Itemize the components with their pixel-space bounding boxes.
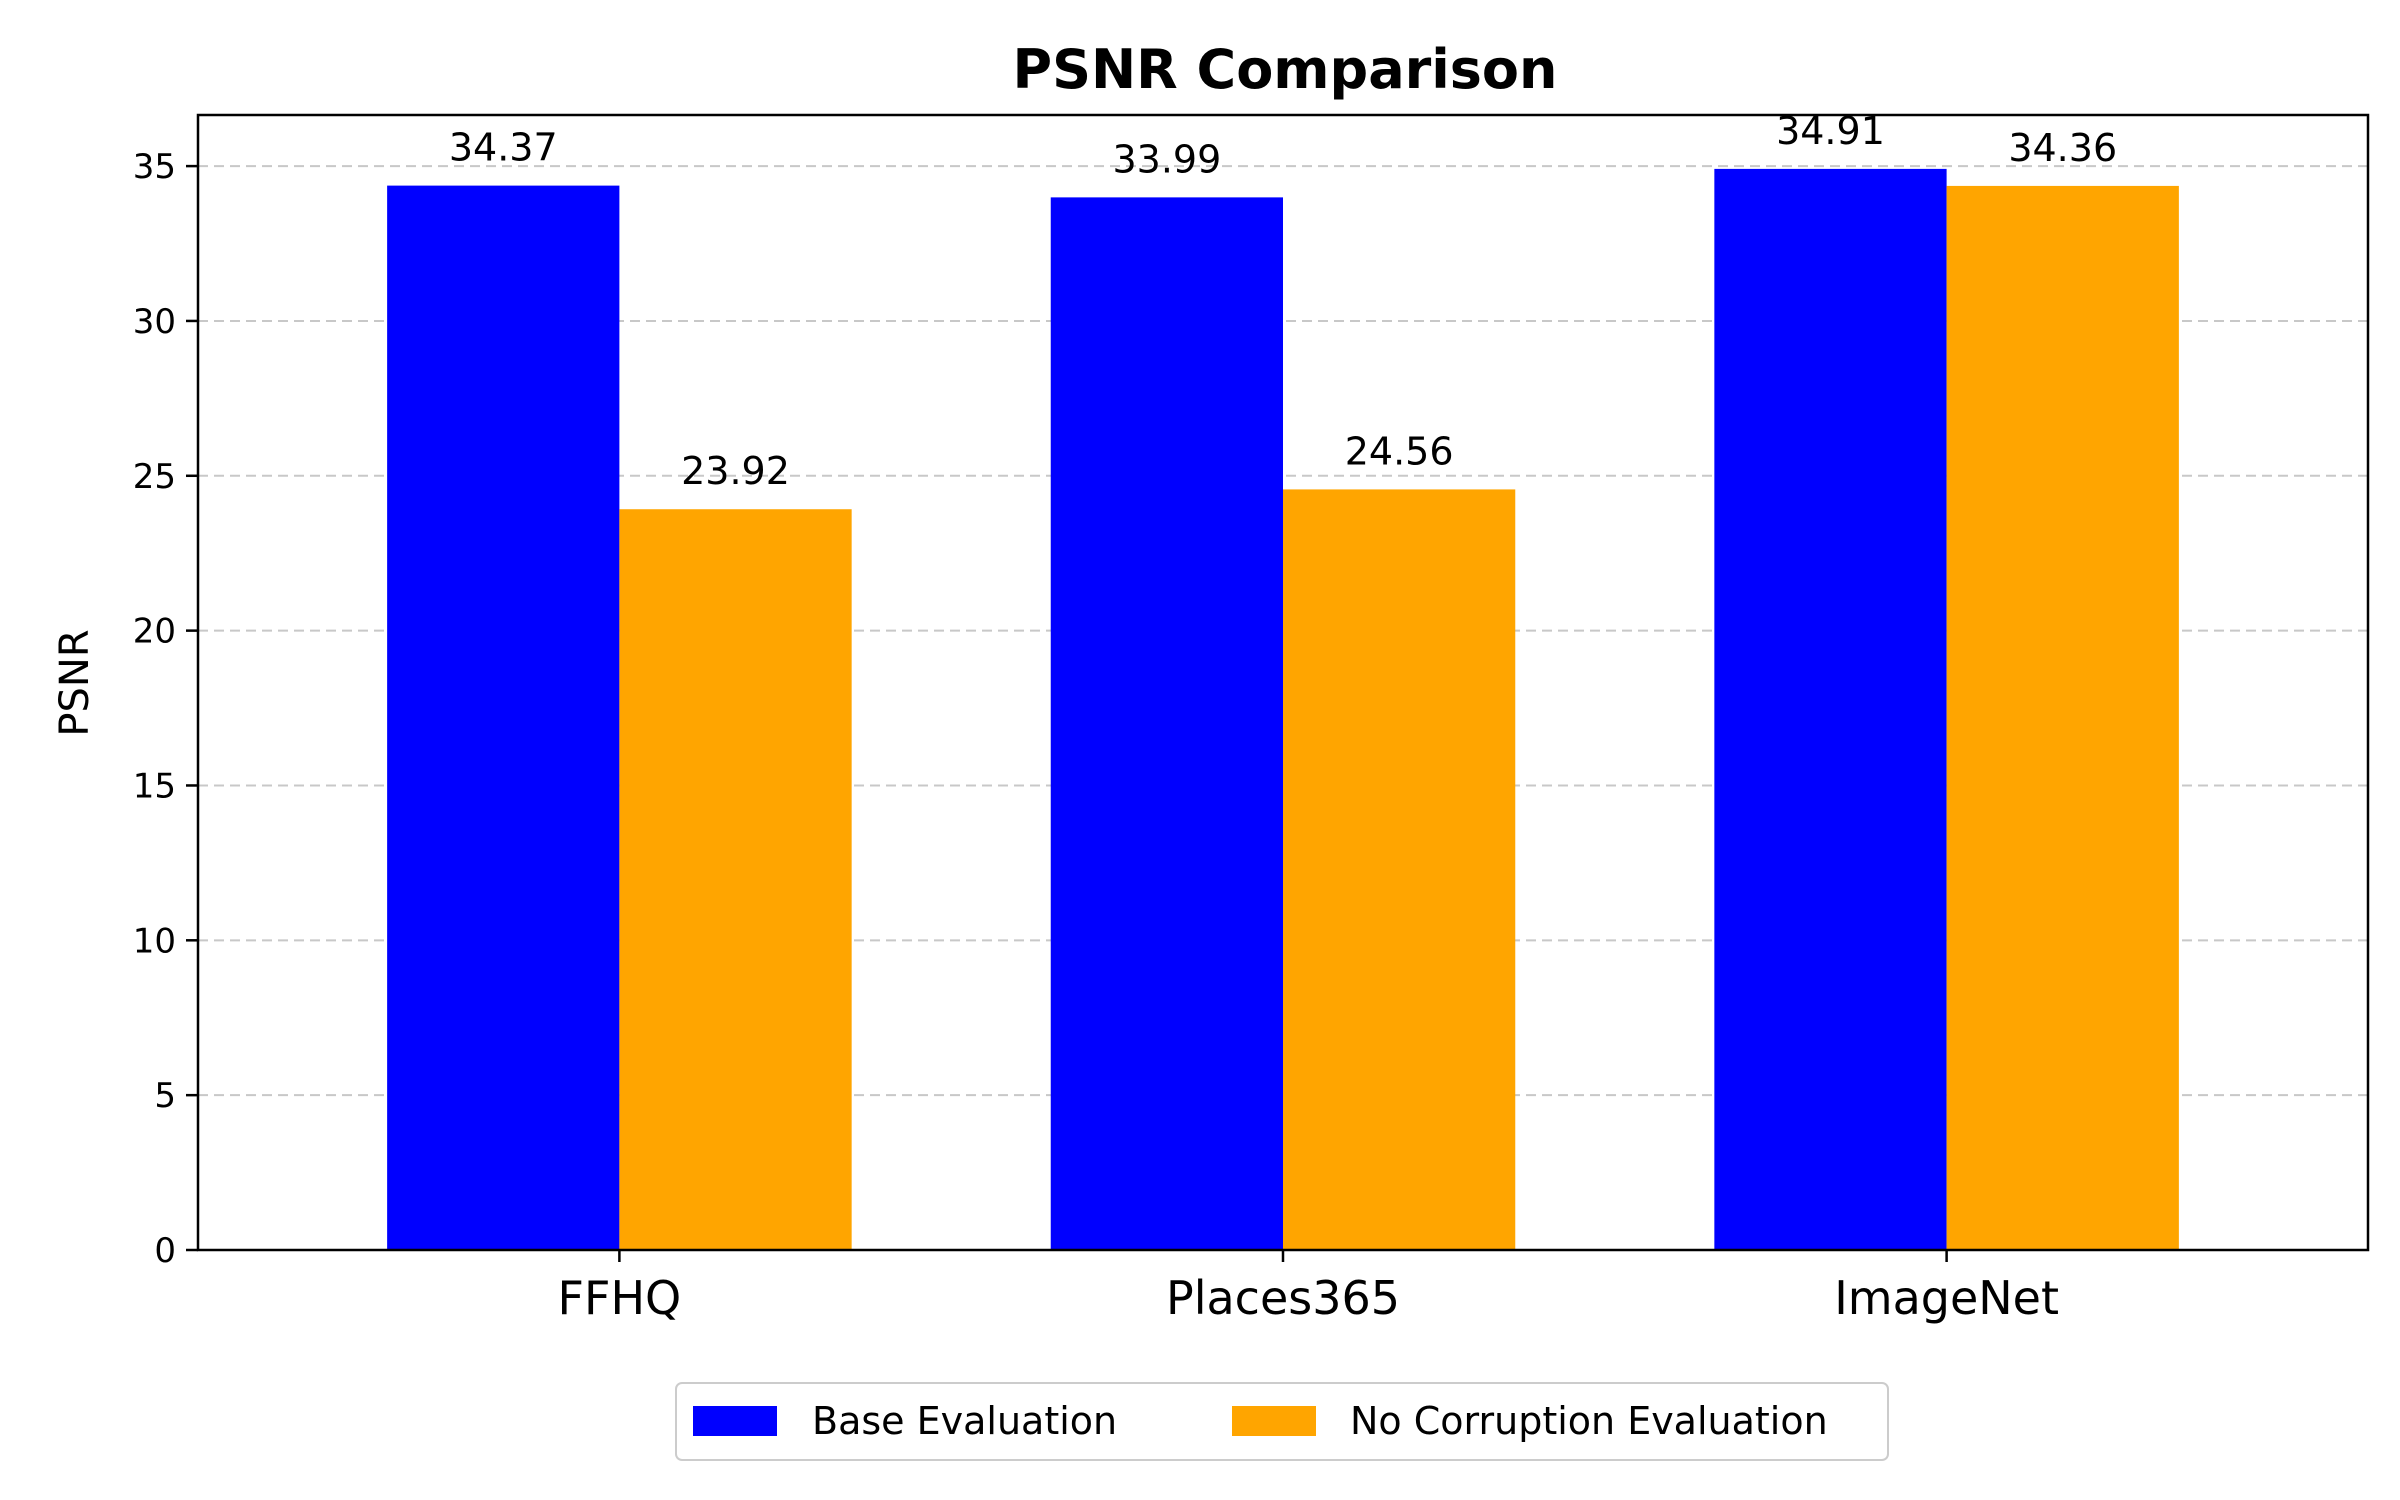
x-axis-ticks: FFHQ Places365 ImageNet	[558, 1250, 2059, 1325]
bar-ffhq-series-2	[619, 509, 852, 1250]
bar-ffhq-series-1	[387, 185, 620, 1251]
x-tick-label: ImageNet	[1834, 1271, 2059, 1325]
y-tick-label: 20	[133, 612, 176, 652]
y-tick-label: 5	[154, 1076, 176, 1116]
x-tick-label: FFHQ	[558, 1271, 682, 1325]
y-tick-label: 0	[154, 1231, 176, 1271]
bar-imagenet-series-1	[1714, 168, 1947, 1251]
y-axis-ticks: 0 5 10 15 20 25 30 35	[133, 147, 198, 1271]
legend-label: Base Evaluation	[812, 1399, 1117, 1443]
data-label: 23.92	[681, 449, 790, 493]
y-tick-label: 25	[133, 457, 176, 497]
data-label: 34.37	[449, 126, 558, 170]
x-tick-label: Places365	[1166, 1271, 1400, 1325]
y-axis-label: PSNR	[52, 629, 98, 736]
y-tick-label: 10	[133, 921, 176, 961]
y-tick-label: 35	[133, 147, 176, 187]
data-label: 34.36	[2008, 126, 2117, 170]
legend-swatch	[693, 1406, 777, 1436]
data-label: 24.56	[1345, 429, 1454, 473]
legend-swatch	[1232, 1406, 1316, 1436]
bar-imagenet-series-2	[1946, 185, 2179, 1250]
bar-places365-series-1	[1050, 197, 1283, 1250]
y-tick-label: 15	[133, 766, 176, 806]
legend-label: No Corruption Evaluation	[1350, 1399, 1828, 1443]
data-label: 33.99	[1112, 137, 1221, 181]
bars	[387, 168, 2179, 1251]
legend: Base Evaluation No Corruption Evaluation	[675, 1382, 1889, 1461]
chart-title: PSNR Comparison	[1013, 38, 1558, 101]
bar-places365-series-2	[1283, 489, 1516, 1250]
y-tick-label: 30	[133, 302, 176, 342]
